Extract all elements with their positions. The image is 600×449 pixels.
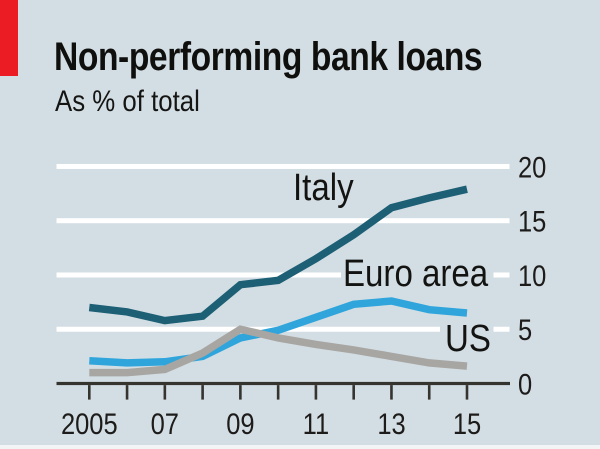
series-line-italy bbox=[88, 185, 468, 325]
x-tick-label-2015: 15 bbox=[453, 407, 481, 440]
x-tick-2009 bbox=[239, 385, 242, 400]
y-tick-label-15: 15 bbox=[518, 205, 546, 238]
x-tick-label-2009: 09 bbox=[226, 407, 254, 440]
bottom-border-strip bbox=[0, 445, 600, 449]
y-tick-label-10: 10 bbox=[518, 259, 546, 292]
x-tick-2006 bbox=[125, 385, 129, 400]
x-axis-line bbox=[56, 381, 510, 386]
gridline-20 bbox=[56, 163, 510, 169]
gridline-10 bbox=[56, 272, 341, 278]
gridline-5 bbox=[493, 326, 510, 332]
red-accent-bar bbox=[0, 0, 18, 76]
gridline-15 bbox=[56, 218, 510, 224]
x-tick-2010 bbox=[276, 385, 280, 400]
series-label-us: US bbox=[445, 318, 491, 360]
x-tick-label-2005: 2005 bbox=[61, 407, 118, 440]
x-tick-2005 bbox=[88, 385, 91, 400]
x-tick-2008 bbox=[201, 385, 204, 400]
x-tick-label-2011: 11 bbox=[303, 407, 329, 440]
series-label-italy: Italy bbox=[293, 167, 354, 209]
y-tick-label-0: 0 bbox=[518, 368, 532, 401]
x-tick-label-2013: 13 bbox=[377, 407, 405, 440]
chart-subtitle: As % of total bbox=[55, 85, 200, 118]
series-line-us bbox=[89, 325, 468, 377]
series-line-euro-area bbox=[89, 297, 468, 367]
x-tick-2011 bbox=[314, 385, 318, 400]
y-tick-label-5: 5 bbox=[518, 313, 532, 346]
gridline-10 bbox=[493, 272, 510, 278]
chart-title: Non-performing bank loans bbox=[54, 35, 483, 79]
x-tick-label-2007: 07 bbox=[151, 407, 179, 440]
series-label-euro-area: Euro area bbox=[343, 253, 489, 295]
x-tick-2015 bbox=[465, 385, 469, 400]
y-tick-label-20: 20 bbox=[518, 151, 546, 184]
x-tick-2013 bbox=[390, 385, 393, 400]
x-tick-2014 bbox=[427, 385, 431, 400]
x-tick-2012 bbox=[352, 385, 355, 400]
x-tick-2007 bbox=[163, 385, 167, 400]
